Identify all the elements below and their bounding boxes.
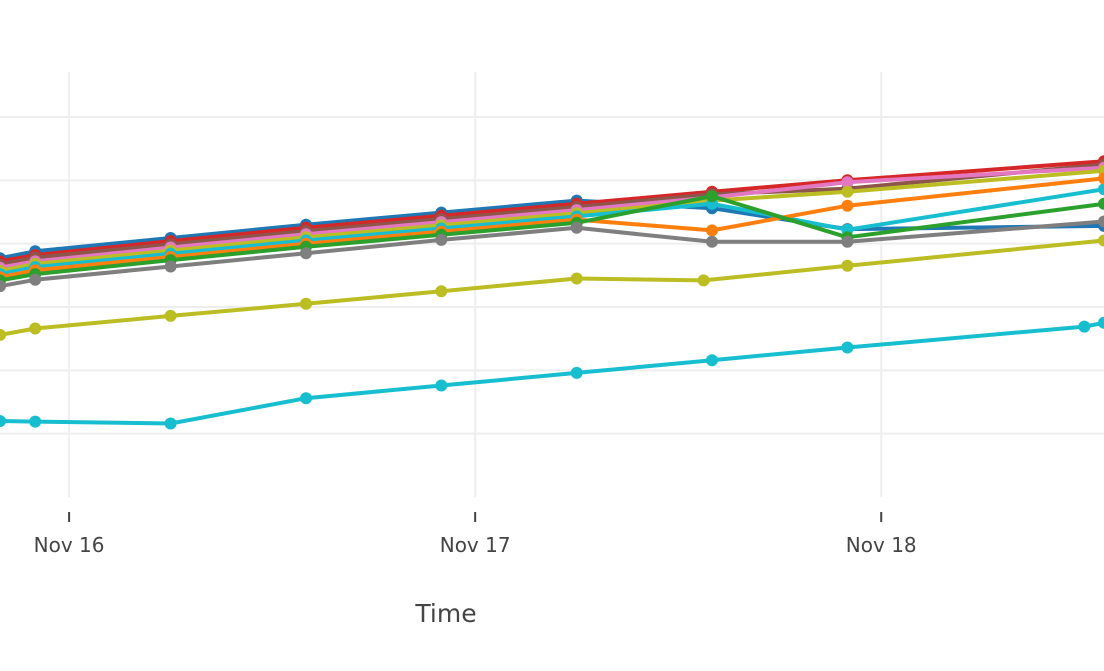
series-line xyxy=(0,320,1104,426)
x-gridlines xyxy=(68,72,883,497)
data-point[interactable] xyxy=(0,415,6,427)
data-point[interactable] xyxy=(29,415,42,428)
data-point[interactable] xyxy=(1098,234,1104,247)
data-point[interactable] xyxy=(1098,183,1104,196)
x-tick-label: Nov 16 xyxy=(34,533,105,557)
data-point[interactable] xyxy=(0,328,6,341)
data-point[interactable] xyxy=(841,259,854,272)
data-point[interactable] xyxy=(706,235,718,248)
data-point[interactable] xyxy=(300,247,312,260)
data-point[interactable] xyxy=(300,392,312,405)
data-point[interactable] xyxy=(164,309,177,322)
data-point[interactable] xyxy=(841,185,854,198)
data-point[interactable] xyxy=(706,354,718,367)
data-point[interactable] xyxy=(435,285,448,298)
data-point[interactable] xyxy=(1098,197,1104,210)
data-point[interactable] xyxy=(164,417,177,430)
series-layer xyxy=(0,155,1104,430)
data-point[interactable] xyxy=(570,221,583,234)
x-axis-title: Time xyxy=(414,599,476,628)
data-point[interactable] xyxy=(1098,215,1104,228)
data-point[interactable] xyxy=(697,274,710,287)
data-point[interactable] xyxy=(841,199,854,212)
data-point[interactable] xyxy=(570,272,583,285)
series-11 xyxy=(0,316,1104,430)
x-tick-label: Nov 17 xyxy=(440,533,511,557)
series-9 xyxy=(0,215,1104,293)
data-point[interactable] xyxy=(435,379,448,392)
data-point[interactable] xyxy=(706,190,718,203)
data-point[interactable] xyxy=(300,297,312,310)
data-point[interactable] xyxy=(1098,316,1104,329)
data-point[interactable] xyxy=(841,235,854,248)
series-10 xyxy=(0,234,1104,341)
data-point[interactable] xyxy=(29,322,42,335)
data-point[interactable] xyxy=(1098,172,1104,185)
data-point[interactable] xyxy=(435,233,448,246)
data-point[interactable] xyxy=(0,280,6,293)
data-point[interactable] xyxy=(29,273,42,286)
x-axis: Nov 16 Nov 17 Nov 18 xyxy=(34,512,917,557)
data-point[interactable] xyxy=(164,260,177,273)
data-point[interactable] xyxy=(706,224,718,237)
y-gridlines xyxy=(0,116,1104,435)
x-tick-label: Nov 18 xyxy=(846,533,917,557)
data-point[interactable] xyxy=(841,176,854,189)
data-point[interactable] xyxy=(1078,320,1091,333)
data-point[interactable] xyxy=(570,366,583,379)
data-point[interactable] xyxy=(841,341,854,354)
